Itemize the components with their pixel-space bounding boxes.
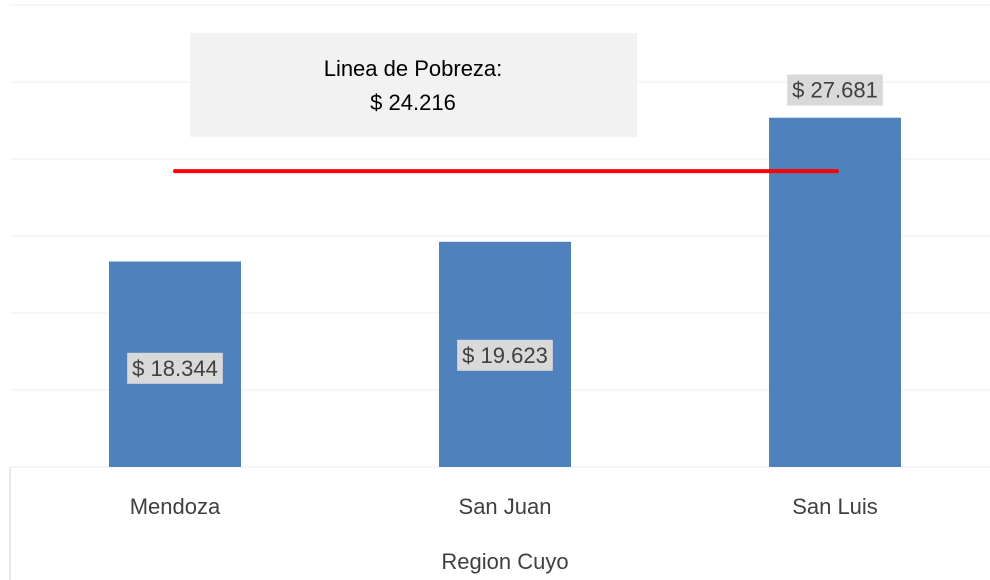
value-label: $ 18.344 [132,356,218,381]
annotation-value: $ 24.216 [370,90,456,115]
value-label-bg [127,352,223,384]
value-label-bg [457,339,553,371]
x-tick-label: San Luis [792,494,878,519]
value-label-bg [787,74,883,106]
x-tick-label: San Juan [459,494,552,519]
x-tick-label: Mendoza [130,494,221,519]
x-axis-title: Region Cuyo [441,549,568,574]
annotation-box [190,33,637,137]
bar [769,117,901,468]
annotation-title: Linea de Pobreza: [324,56,503,81]
value-label: $ 27.681 [792,78,878,103]
value-label: $ 19.623 [462,343,548,368]
